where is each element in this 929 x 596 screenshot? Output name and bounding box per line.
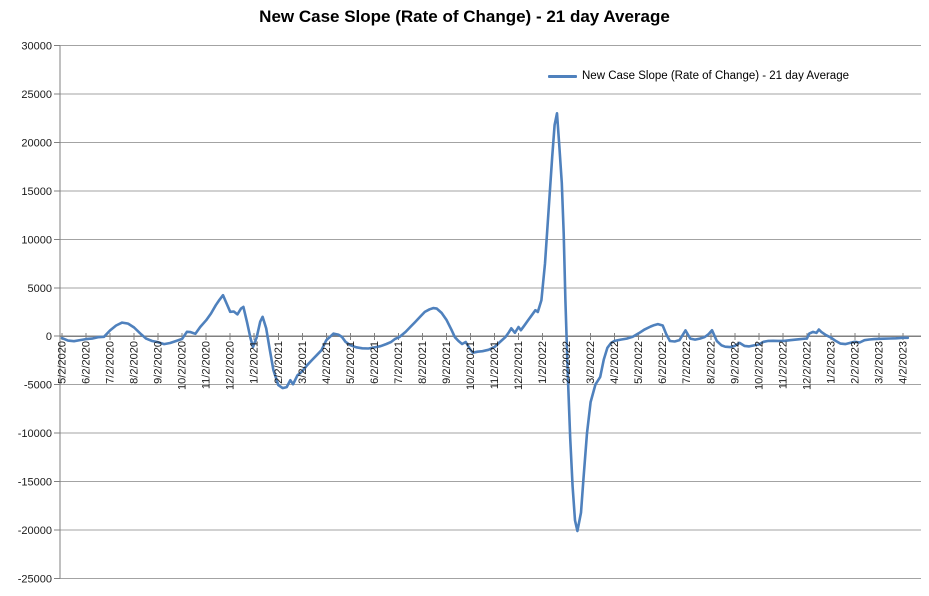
y-tick-label: -20000 (18, 525, 52, 537)
y-tick-label: 15000 (21, 186, 52, 198)
x-tick-label: 3/2/2022 (585, 341, 597, 384)
legend-line-marker (548, 74, 577, 78)
x-tick-label: 4/2/2023 (897, 341, 909, 384)
x-tick-label: 4/2/2022 (609, 341, 621, 384)
x-tick-label: 11/2/2021 (489, 341, 501, 389)
x-tick-label: 12/2/2022 (801, 341, 813, 390)
x-tick-label: 6/2/2022 (657, 341, 669, 384)
x-tick-label: 8/2/2022 (705, 341, 717, 384)
y-tick-label: 20000 (21, 137, 52, 149)
x-tick-label: 12/2/2021 (513, 341, 525, 390)
x-tick-label: 6/2/2021 (369, 341, 381, 384)
y-tick-label: 5000 (28, 283, 52, 295)
x-tick-label: 2/2/2021 (273, 341, 285, 384)
x-tick-label: 11/2/2022 (777, 341, 789, 389)
series-line (60, 112, 910, 533)
x-tick-label: 4/2/2021 (321, 341, 333, 384)
x-tick-label: 9/2/2021 (441, 341, 453, 384)
x-tick-label: 3/2/2023 (873, 341, 885, 384)
x-tick-label: 5/2/2020 (57, 341, 69, 384)
x-tick-label: 12/2/2020 (225, 341, 237, 390)
x-tick-label: 1/2/2021 (249, 341, 261, 384)
x-tick-label: 8/2/2020 (129, 341, 141, 384)
x-tick-label: 7/2/2021 (393, 341, 405, 384)
x-tick-label: 1/2/2023 (825, 341, 837, 384)
x-tick-label: 5/2/2021 (345, 341, 357, 384)
y-tick-label: -25000 (18, 573, 52, 585)
x-tick-label: 1/2/2022 (537, 341, 549, 384)
x-tick-label: 7/2/2020 (105, 341, 117, 384)
x-tick-label: 2/2/2022 (561, 341, 573, 384)
y-tick-label: -10000 (18, 428, 52, 440)
y-tick-label: 10000 (21, 234, 52, 246)
x-tick-label: 3/2/2021 (297, 341, 309, 384)
legend-series-label: New Case Slope (Rate of Change) - 21 day… (582, 70, 849, 82)
x-tick-label: 6/2/2020 (81, 341, 93, 384)
x-tick-label: 7/2/2022 (681, 341, 693, 384)
x-tick-label: 10/2/2022 (753, 341, 765, 390)
x-tick-label: 8/2/2021 (417, 341, 429, 384)
x-tick-label: 10/2/2021 (465, 341, 477, 390)
y-tick-label: -15000 (18, 477, 52, 489)
x-tick-label: 2/2/2023 (849, 341, 861, 384)
chart-title: New Case Slope (Rate of Change) - 21 day… (259, 7, 670, 26)
y-tick-label: 30000 (21, 41, 52, 53)
legend[interactable]: New Case Slope (Rate of Change) - 21 day… (548, 70, 849, 82)
y-tick-label: 0 (46, 331, 52, 343)
x-tick-label: 5/2/2022 (633, 341, 645, 384)
x-tick-label: 10/2/2020 (177, 341, 189, 390)
x-tick-label: 9/2/2022 (729, 341, 741, 384)
x-tick-label: 9/2/2020 (153, 341, 165, 384)
y-tick-label: 25000 (21, 89, 52, 101)
x-tick-label: 11/2/2020 (201, 341, 213, 389)
y-tick-label: -5000 (24, 380, 52, 392)
